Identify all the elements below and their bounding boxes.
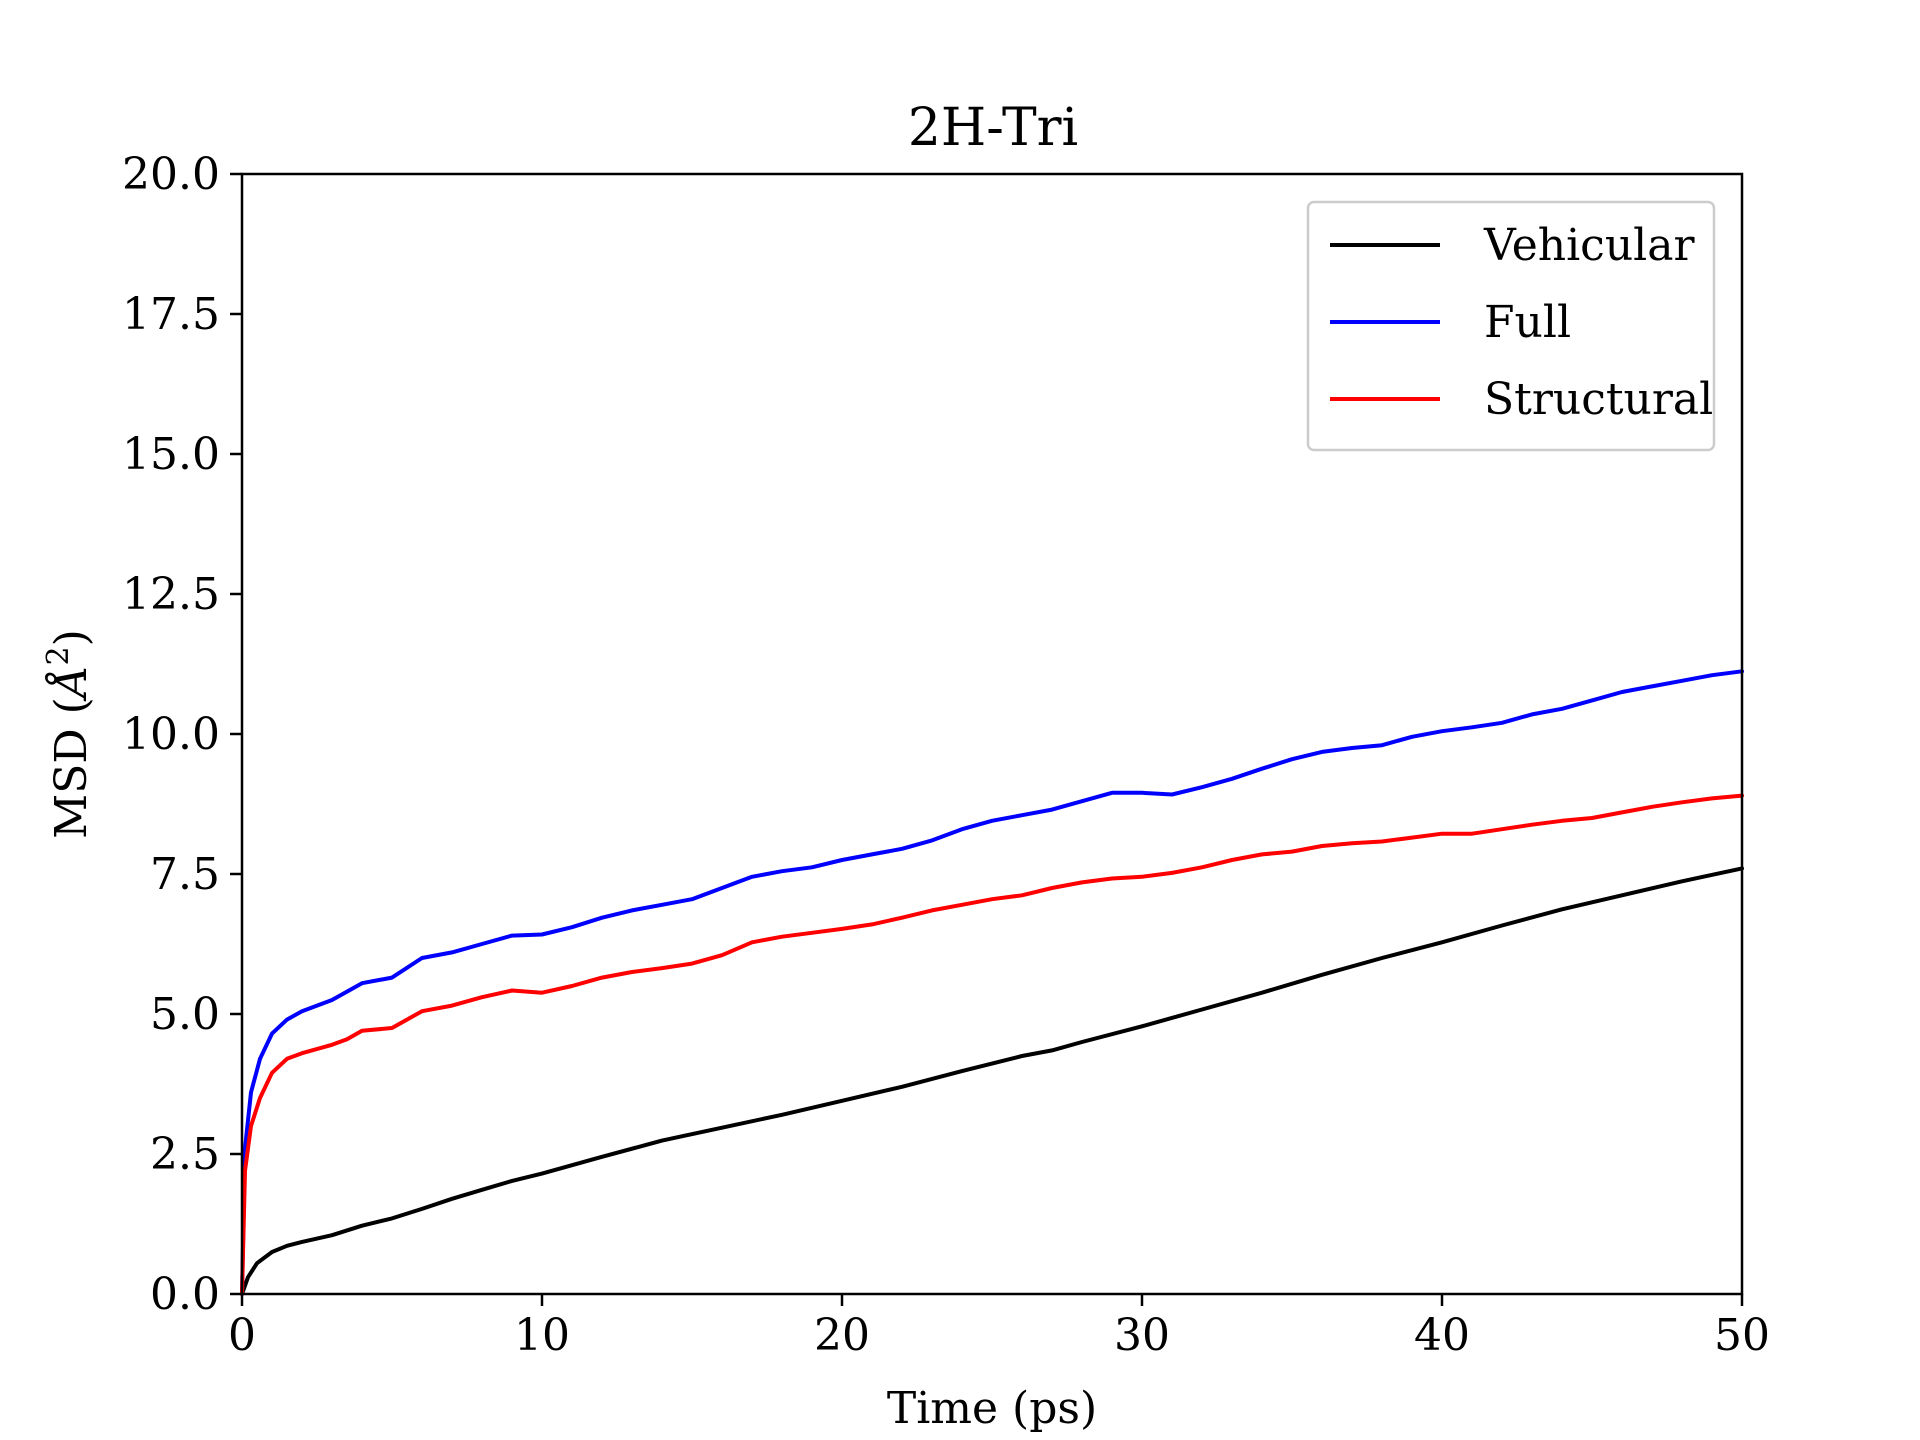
y-axis-label-suffix: ) bbox=[46, 629, 97, 646]
y-axis-label-superscript: 2 bbox=[41, 646, 76, 665]
legend-box bbox=[1306, 200, 1716, 452]
series-line-structural bbox=[240, 793, 1744, 1296]
axis-layer: 0 10 20 30 40 50 0.0 2.5 5.0 7.5 10.0 12.5 15.0 17.5 2… bbox=[122, 149, 1770, 1361]
legend: Vehicular Full Structural bbox=[1306, 200, 1716, 452]
legend-label-structural: Structural bbox=[1484, 374, 1713, 425]
y-tick-label: 5.0 bbox=[150, 989, 220, 1040]
series-line-full bbox=[240, 669, 1744, 1296]
x-tick-label: 20 bbox=[814, 1310, 870, 1361]
y-tick-label: 10.0 bbox=[122, 709, 220, 760]
series-line-vehicular bbox=[240, 866, 1744, 1296]
y-tick-label: 17.5 bbox=[122, 289, 220, 340]
y-axis-label: MSD (Å2) bbox=[41, 629, 97, 839]
x-tick-label: 0 bbox=[228, 1310, 256, 1361]
x-axis-label: Time (ps) bbox=[887, 1383, 1097, 1434]
legend-entries: Vehicular Full Structural bbox=[1330, 220, 1713, 425]
y-tick-label: 15.0 bbox=[122, 429, 220, 480]
x-tick-label: 10 bbox=[514, 1310, 570, 1361]
y-tick-label: 2.5 bbox=[150, 1129, 220, 1180]
x-tick-label: 30 bbox=[1114, 1310, 1170, 1361]
x-tick-label: 50 bbox=[1714, 1310, 1770, 1361]
y-axis-label-prefix: MSD ( bbox=[46, 697, 97, 839]
legend-label-full: Full bbox=[1484, 297, 1571, 348]
y-tick-label: 0.0 bbox=[150, 1269, 220, 1320]
y-tick-label: 7.5 bbox=[150, 849, 220, 900]
y-axis-label-symbol: Å bbox=[44, 665, 97, 702]
legend-label-vehicular: Vehicular bbox=[1483, 220, 1695, 271]
y-tick-label: 12.5 bbox=[122, 569, 220, 620]
x-tick-label: 40 bbox=[1414, 1310, 1470, 1361]
plot-frame bbox=[240, 172, 1744, 1296]
y-tick-label: 20.0 bbox=[122, 149, 220, 200]
series-layer bbox=[240, 669, 1744, 1296]
chart-title: 2H-Tri bbox=[908, 98, 1078, 158]
